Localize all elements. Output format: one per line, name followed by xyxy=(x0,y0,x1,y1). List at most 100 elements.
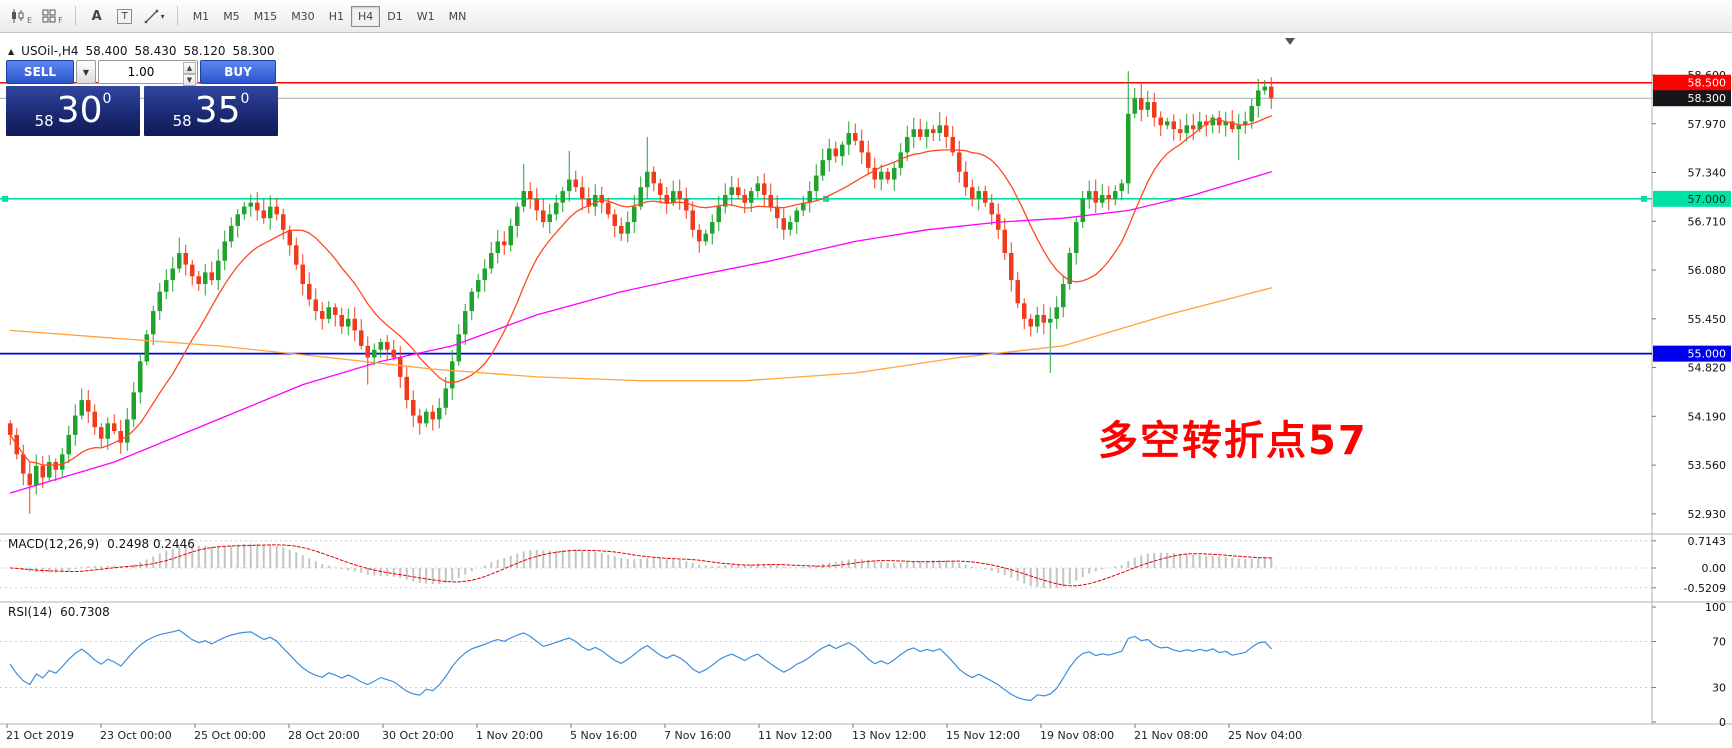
svg-text:5 Nov 16:00: 5 Nov 16:00 xyxy=(570,729,637,742)
buy-price-pips: 35 xyxy=(194,90,241,131)
svg-text:58.300: 58.300 xyxy=(1688,92,1727,105)
sell-button[interactable]: SELL xyxy=(6,60,74,84)
svg-text:0.00: 0.00 xyxy=(1702,562,1727,575)
buy-price-display[interactable]: 58 35 0 xyxy=(144,86,278,136)
objects-button[interactable]: F xyxy=(38,4,67,28)
svg-text:52.930: 52.930 xyxy=(1688,508,1727,521)
timeframe-m15[interactable]: M15 xyxy=(253,9,278,23)
ohlc-open: 58.400 xyxy=(85,44,128,58)
toolbar-separator xyxy=(74,6,76,26)
charts-button[interactable]: E xyxy=(6,4,36,28)
rsi-name: RSI(14) xyxy=(8,605,53,619)
volume-input[interactable] xyxy=(99,61,197,83)
volume-stepper: ▲ ▼ xyxy=(183,62,196,86)
svg-text:57.970: 57.970 xyxy=(1688,118,1727,131)
textbox-tool-button[interactable]: T xyxy=(112,4,138,28)
grid-icon xyxy=(42,9,56,22)
volume-decrease-button[interactable]: ▼ xyxy=(183,74,196,86)
panel-separators xyxy=(0,33,1732,725)
buy-button[interactable]: BUY xyxy=(200,60,276,84)
sell-price-point: 0 xyxy=(102,91,112,107)
svg-text:55.000: 55.000 xyxy=(1688,348,1727,361)
timeframe-m30[interactable]: M30 xyxy=(291,9,315,23)
svg-text:54.820: 54.820 xyxy=(1688,362,1727,375)
text-tool-button[interactable]: A xyxy=(84,4,110,28)
timeframe-w1[interactable]: W1 xyxy=(416,9,435,23)
svg-text:55.450: 55.450 xyxy=(1688,313,1727,326)
macd-panel: 0.7143 0.00 -0.5209 xyxy=(0,535,1726,595)
rsi-value: 60.7308 xyxy=(60,605,110,619)
one-click-price-row: 58 30 0 58 35 0 xyxy=(6,86,278,136)
candlestick-chart-icon xyxy=(12,9,24,23)
svg-text:54.190: 54.190 xyxy=(1688,410,1727,423)
rsi-panel: 100 70 30 0 xyxy=(0,601,1726,729)
ohlc-close: 58.300 xyxy=(232,44,275,58)
svg-text:28 Oct 20:00: 28 Oct 20:00 xyxy=(288,729,360,742)
svg-text:0: 0 xyxy=(1719,716,1726,729)
annotation-text: 多空转折点57 xyxy=(1098,418,1368,464)
volume-input-wrap: ▲ ▼ xyxy=(98,60,198,86)
svg-text:21 Oct 2019: 21 Oct 2019 xyxy=(6,729,74,742)
textbox-tool-label: T xyxy=(117,8,133,24)
charts-button-label: E xyxy=(27,15,33,25)
svg-text:15 Nov 12:00: 15 Nov 12:00 xyxy=(946,729,1020,742)
timeframe-h4[interactable]: H4 xyxy=(350,5,381,27)
svg-text:19 Nov 08:00: 19 Nov 08:00 xyxy=(1040,729,1114,742)
macd-name: MACD(12,26,9) xyxy=(8,537,100,551)
chevron-down-icon: ▾ xyxy=(160,11,165,21)
chart-header: ▲ USOil-,H4 58.400 58.430 58.120 58.300 xyxy=(8,44,274,58)
sell-price-pips: 30 xyxy=(56,90,103,131)
svg-text:1 Nov 20:00: 1 Nov 20:00 xyxy=(476,729,543,742)
moving-averages xyxy=(9,115,1272,494)
timeframe-h1[interactable]: H1 xyxy=(328,9,344,23)
volume-dropdown-button[interactable]: ▼ xyxy=(76,60,96,84)
sell-price-major: 58 xyxy=(34,112,54,130)
toolbar: E F A T ▾ M1 M5 M15 M30 H1 H4 D1 W1 MN xyxy=(0,0,1732,33)
buy-price-major: 58 xyxy=(172,112,192,130)
svg-text:23 Oct 00:00: 23 Oct 00:00 xyxy=(100,729,172,742)
symbol-label: USOil-,H4 xyxy=(21,44,79,58)
svg-text:30: 30 xyxy=(1712,682,1726,695)
svg-text:70: 70 xyxy=(1712,636,1726,649)
svg-text:57.000: 57.000 xyxy=(1688,193,1727,206)
svg-text:30 Oct 20:00: 30 Oct 20:00 xyxy=(382,729,454,742)
price-badges: 58.500 58.300 57.000 55.000 xyxy=(1653,74,1731,362)
ohlc-high: 58.430 xyxy=(134,44,177,58)
sell-price-display[interactable]: 58 30 0 xyxy=(6,86,140,136)
svg-text:11 Nov 12:00: 11 Nov 12:00 xyxy=(758,729,832,742)
chevron-down-icon: ▼ xyxy=(82,67,90,77)
trendline-icon xyxy=(144,9,159,23)
price-axis: 58.60057.97057.34056.71056.08055.45054.8… xyxy=(1652,69,1726,521)
timeframe-m1[interactable]: M1 xyxy=(192,9,210,23)
svg-text:57.340: 57.340 xyxy=(1688,167,1727,180)
svg-text:-0.5209: -0.5209 xyxy=(1684,582,1726,595)
svg-text:0.7143: 0.7143 xyxy=(1688,535,1727,548)
expand-triangle-icon[interactable]: ▲ xyxy=(8,46,15,56)
objects-button-label: F xyxy=(58,15,63,25)
candles xyxy=(8,71,1274,514)
text-tool-label: A xyxy=(91,8,102,24)
volume-increase-button[interactable]: ▲ xyxy=(183,62,196,74)
time-axis: 21 Oct 2019 23 Oct 00:00 25 Oct 00:00 28 Oc… xyxy=(6,724,1302,742)
timeframe-m5[interactable]: M5 xyxy=(223,9,240,23)
svg-text:53.560: 53.560 xyxy=(1688,459,1727,472)
chart-canvas[interactable]: 58.60057.97057.34056.71056.08055.45054.8… xyxy=(0,33,1732,748)
timeframe-mn[interactable]: MN xyxy=(448,9,467,23)
rsi-panel-label: RSI(14) 60.7308 xyxy=(8,605,110,619)
svg-text:21 Nov 08:00: 21 Nov 08:00 xyxy=(1134,729,1208,742)
svg-text:25 Oct 00:00: 25 Oct 00:00 xyxy=(194,729,266,742)
svg-text:56.080: 56.080 xyxy=(1688,264,1727,277)
toolbar-separator xyxy=(176,6,178,26)
ohlc-low: 58.120 xyxy=(183,44,226,58)
buy-price-point: 0 xyxy=(240,91,250,107)
svg-text:58.500: 58.500 xyxy=(1688,77,1727,90)
svg-text:100: 100 xyxy=(1705,601,1726,614)
svg-text:13 Nov 12:00: 13 Nov 12:00 xyxy=(852,729,926,742)
svg-text:56.710: 56.710 xyxy=(1688,215,1727,228)
timeframe-d1[interactable]: D1 xyxy=(387,9,403,23)
line-studies-button[interactable]: ▾ xyxy=(140,4,169,28)
svg-text:7 Nov 16:00: 7 Nov 16:00 xyxy=(664,729,731,742)
chart-shift-marker xyxy=(1285,38,1295,45)
macd-values: 0.2498 0.2446 xyxy=(107,537,195,551)
